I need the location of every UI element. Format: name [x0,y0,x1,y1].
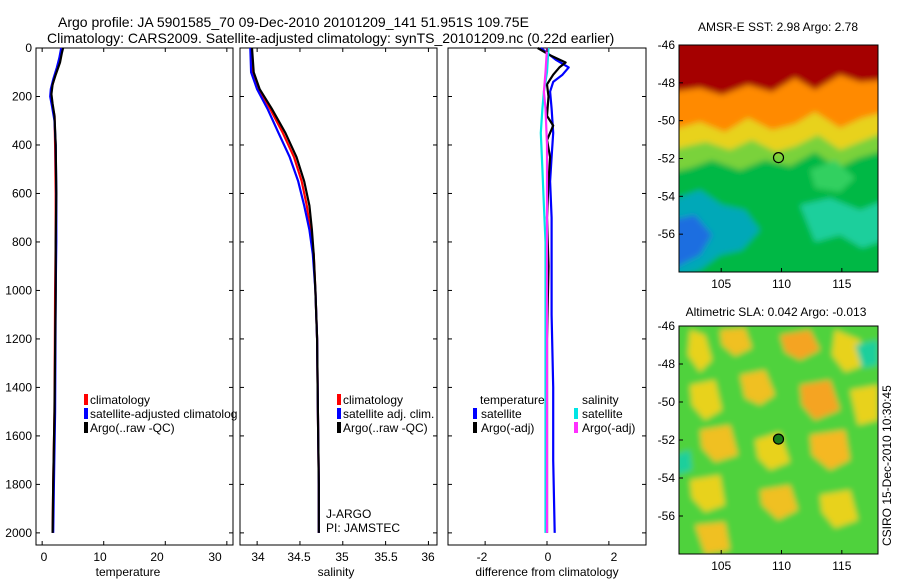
sla-map-panel: Altimetric SLA: 0.042 Argo: -0.013 [658,305,879,573]
y-tick-label: 1000 [5,283,32,297]
y-tick-label: -48 [658,357,676,371]
series-line-argo [50,47,65,533]
y-tick-label: 600 [12,186,32,200]
y-tick-label: -52 [658,152,676,166]
x-tick-label: -2 [477,550,488,564]
x-tick-label: 20 [150,550,164,564]
legend-swatch-argo [337,422,341,433]
y-tick-label: -54 [658,471,676,485]
salinity-series-group [240,47,437,545]
y-tick-label: -56 [658,227,676,241]
series-line-temperature-satellite [540,47,570,533]
series-line-salinity-argo [542,47,549,533]
salinity-axis-label: salinity [318,565,355,579]
legend-swatch-climatology [337,394,341,405]
x-tick-label: 110 [772,277,791,291]
argo-location-marker [772,433,785,445]
y-tick-label: 1200 [5,332,32,346]
x-tick-label: 110 [772,559,791,573]
x-tick-label: 35.5 [374,550,398,564]
temperature-axes-box [35,47,234,546]
sst-field [679,45,878,272]
argo-location-marker [772,152,785,164]
figure-title-line2: Climatology: CARS2009. Satellite-adjuste… [47,30,614,46]
legend-label-argo: Argo(..raw -QC) [90,421,175,435]
y-tick-label: -46 [658,38,676,52]
temperature-legend: climatology satellite-adjusted climatolo… [84,393,237,435]
legend-label-climatology: climatology [90,393,150,407]
y-tick-label: 1800 [5,477,32,491]
sst-map-ticks: 105 110 115 -46 -48 -50 -52 -54 -56 [658,38,852,291]
temperature-panel: 0 10 20 30 02004006008001000120014001600… [5,41,237,579]
salinity-axes-box [239,47,438,546]
temperature-ticks: 0 10 20 30 [41,550,222,564]
difference-series-group [448,47,646,545]
sla-field [679,326,878,554]
salinity-legend: climatology satellite adj. clim. Argo(..… [337,393,434,435]
legend-label-temp-satellite: satellite [481,407,522,421]
x-tick-label: 2 [611,550,618,564]
sla-map-ticks: 105 110 115 -46 -48 -50 -52 -54 -56 [658,319,852,573]
y-tick-label: -48 [658,76,676,90]
legend-label-sal-argo: Argo(-adj) [582,421,635,435]
x-tick-label: 115 [832,277,851,291]
legend-swatch-argo [84,422,88,433]
y-tick-label: 200 [12,89,32,103]
legend-swatch-sal-satellite [574,408,578,419]
y-tick-label: -50 [658,114,676,128]
x-tick-label: 35 [335,550,349,564]
sst-map-panel: AMSR-E SST: 2.98 Argo: 2.78 105 110 115 -46… [658,20,879,291]
legend-label-temp-argo: Argo(-adj) [481,421,534,435]
y-tick-label: -50 [658,395,676,409]
legend-swatch-satellite [337,408,341,419]
y-tick-label: -56 [658,509,676,523]
x-tick-label: 115 [832,559,851,573]
annotation-pi-jamstec: PI: JAMSTEC [326,521,400,535]
y-tick-label: -52 [658,433,676,447]
x-tick-label: 105 [711,277,731,291]
salinity-panel: 34 34.5 35 35.5 36 salinity climatology … [239,47,438,579]
temperature-series-group [36,47,233,545]
legend-swatch-temp-argo [473,422,477,433]
y-tick-label: 1400 [5,380,32,394]
sst-map-title: AMSR-E SST: 2.98 Argo: 2.78 [698,20,858,34]
legend-header-temperature: temperature [480,393,545,407]
generation-stamp: CSIRO 15-Dec-2010 10:30:45 [880,385,894,546]
y-tick-label: -54 [658,189,676,203]
x-tick-label: 34.5 [287,550,311,564]
temperature-axis-label: temperature [96,565,161,579]
y-tick-label: 0 [25,41,32,55]
legend-label-satellite: satellite-adjusted climatolog [90,407,237,421]
legend-header-salinity: salinity [582,393,619,407]
legend-swatch-climatology [84,394,88,405]
y-tick-label: -46 [658,319,676,333]
legend-label-argo: Argo(..raw -QC) [343,421,428,435]
annotation-j-argo: J-ARGO [326,507,371,521]
legend-swatch-temp-satellite [473,408,477,419]
legend-swatch-sal-argo [574,422,578,433]
figure-title-line1: Argo profile: JA 5901585_70 09-Dec-2010 … [58,14,529,30]
x-tick-label: 34 [251,550,265,564]
x-tick-label: 10 [93,550,107,564]
legend-label-satellite: satellite adj. clim. [343,407,434,421]
difference-panel: -2 0 2 difference from climatology tempe… [447,47,647,579]
x-tick-label: 105 [711,559,731,573]
x-tick-label: 0 [545,550,552,564]
x-tick-label: 36 [421,550,435,564]
x-tick-label: 30 [208,550,222,564]
x-tick-label: 0 [41,550,48,564]
legend-swatch-satellite [84,408,88,419]
legend-label-sal-satellite: satellite [582,407,623,421]
y-tick-label: 2000 [5,526,32,540]
y-tick-label: 800 [12,235,32,249]
sla-map-title: Altimetric SLA: 0.042 Argo: -0.013 [686,305,867,319]
y-tick-label: 400 [12,138,32,152]
depth-ticks: 0 200 400 600 800 1000 1200 1400 1600 1800 2000 [5,41,32,540]
y-tick-label: 1600 [5,429,32,443]
series-line-argo [250,47,320,533]
difference-legend: temperature satellite Argo(-adj) salinit… [473,393,635,435]
difference-axis-label: difference from climatology [475,565,618,579]
legend-label-climatology: climatology [343,393,403,407]
